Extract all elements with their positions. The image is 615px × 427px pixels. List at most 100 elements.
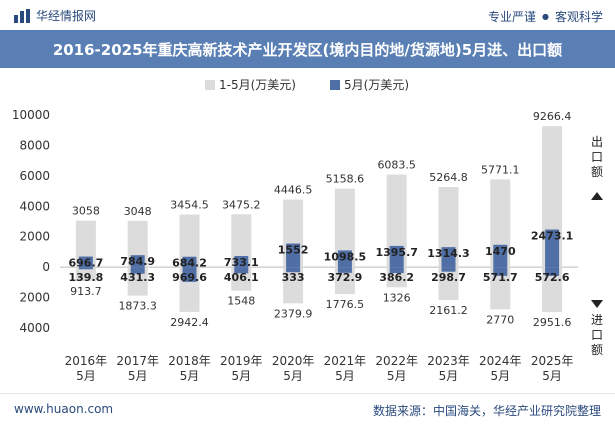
- label-month-export: 1470: [485, 245, 516, 258]
- x-tick-label: 2025年 5月: [531, 354, 574, 383]
- bar-ytd-export: [75, 220, 96, 268]
- footer-website: www.huaon.com: [14, 402, 114, 416]
- label-month-import: 372.9: [328, 271, 363, 284]
- bar-month-import: [234, 267, 249, 274]
- bar-month-export: [545, 229, 560, 268]
- x-tick-label: 2021年 5月: [324, 354, 367, 383]
- bar-month-import: [130, 267, 145, 274]
- label-ytd-export: 3058: [72, 205, 100, 218]
- label-month-import: 431.3: [120, 271, 155, 284]
- bar-month-export: [234, 255, 249, 268]
- label-month-export: 696.7: [69, 257, 104, 270]
- legend-label-ytd: 1-5月(万美元): [219, 78, 296, 92]
- label-month-export: 784.9: [120, 255, 155, 268]
- label-month-export: 684.2: [172, 257, 207, 270]
- label-month-export: 2473.1: [531, 230, 573, 243]
- label-month-import: 406.1: [224, 271, 259, 284]
- tagline-1: 专业严谨: [487, 10, 536, 24]
- bar-ytd-import: [490, 267, 511, 310]
- label-month-export: 1552: [278, 244, 309, 257]
- label-month-import: 571.7: [483, 271, 518, 284]
- legend-label-month: 5月(万美元): [344, 78, 409, 92]
- chart-title: 2016-2025年重庆高新技术产业开发区(境内目的地/货源地)5月进、出口额: [52, 41, 563, 59]
- y-tick-label: 2000: [19, 230, 50, 244]
- label-ytd-import: 1326: [383, 291, 411, 304]
- bar-month-import: [389, 267, 404, 274]
- side-label-export-char: 出: [591, 135, 603, 149]
- x-tick-label: 2024年 5月: [479, 354, 522, 383]
- chart: 1-5月(万美元) 5月(万美元) 10000 8000 6000 4000 2000 0 2…: [12, 78, 603, 383]
- bar-month-export: [441, 247, 456, 268]
- bar-month-import: [286, 267, 301, 273]
- footer-source: 数据来源：中国海关，华经产业研究院整理: [372, 404, 601, 418]
- bar-month-export: [78, 256, 93, 268]
- bar-ytd-import: [334, 267, 355, 295]
- bar-ytd-export: [334, 188, 355, 268]
- x-tick-label: 2017年 5月: [116, 354, 159, 383]
- label-ytd-import: 2379.9: [274, 307, 313, 320]
- label-ytd-export: 6083.5: [377, 159, 416, 172]
- label-month-import: 572.6: [535, 271, 570, 284]
- bar-month-import: [493, 267, 508, 276]
- label-month-import: 333: [282, 271, 305, 284]
- label-ytd-import: 2770: [486, 313, 514, 326]
- bar-ytd-import: [438, 267, 459, 301]
- y-tick-label: 10000: [12, 108, 50, 122]
- label-ytd-export: 3048: [124, 205, 152, 218]
- footer: www.huaon.com 数据来源：中国海关，华经产业研究院整理: [0, 393, 615, 427]
- label-ytd-import: 2942.4: [170, 316, 209, 329]
- label-ytd-export: 3475.2: [222, 198, 261, 211]
- label-ytd-export: 5264.8: [429, 171, 468, 184]
- label-month-import: 298.7: [431, 271, 466, 284]
- bar-month-export: [130, 255, 145, 268]
- legend-swatch-month: [330, 80, 340, 90]
- label-month-export: 1314.3: [427, 247, 469, 260]
- bars: [75, 126, 563, 313]
- triangle-down-icon: [591, 300, 603, 308]
- label-month-export: 1098.5: [324, 250, 366, 263]
- label-ytd-export: 4446.5: [274, 183, 313, 196]
- x-tick-label: 2020年 5月: [272, 354, 315, 383]
- side-label-import-char: 额: [591, 343, 603, 357]
- tagline-2: 客观科学: [554, 10, 603, 24]
- label-ytd-import: 1776.5: [326, 298, 365, 311]
- bar-month-import: [545, 267, 560, 276]
- label-month-export: 733.1: [224, 256, 259, 269]
- label-ytd-export: 5158.6: [326, 173, 365, 186]
- label-ytd-import: 2951.6: [533, 316, 572, 329]
- x-tick-label: 2018年 5月: [168, 354, 211, 383]
- label-ytd-export: 9266.4: [533, 110, 572, 123]
- title-bar: 2016-2025年重庆高新技术产业开发区(境内目的地/货源地)5月进、出口额: [0, 30, 615, 68]
- label-month-import: 386.2: [379, 271, 414, 284]
- bar-month-export: [389, 245, 404, 268]
- side-label-export-char: 口: [591, 150, 603, 164]
- y-tick-label: 2000: [19, 291, 50, 305]
- label-ytd-import: 913.7: [70, 285, 102, 298]
- bar-ytd-import: [127, 267, 148, 296]
- y-tick-label: 6000: [19, 169, 50, 183]
- legend: 1-5月(万美元) 5月(万美元): [205, 78, 409, 92]
- bar-ytd-export: [231, 214, 252, 268]
- bar-month-import: [441, 267, 456, 272]
- y-tick-label: 8000: [19, 138, 50, 152]
- bar-month-import: [78, 267, 93, 270]
- x-tick-label: 2022年 5月: [375, 354, 418, 383]
- side-label-import-char: 进: [591, 313, 603, 327]
- tagline: 专业严谨 ● 客观科学: [488, 8, 603, 25]
- x-tick-label: 2016年 5月: [65, 354, 108, 383]
- legend-swatch-ytd: [205, 80, 215, 90]
- label-ytd-export: 3454.5: [170, 199, 209, 212]
- label-month-import: 969.6: [172, 271, 207, 284]
- bar-month-export: [493, 244, 508, 268]
- dot-separator-icon: ●: [542, 12, 549, 21]
- bar-ytd-import: [75, 267, 96, 282]
- y-tick-label: 4000: [19, 321, 50, 335]
- side-label-import-char: 口: [591, 328, 603, 342]
- label-month-export: 1395.7: [375, 246, 417, 259]
- y-tick-label: 0: [42, 260, 50, 274]
- bar-month-export: [337, 250, 352, 268]
- top-bar: 华经情报网 专业严谨 ● 客观科学: [0, 0, 615, 30]
- bar-ytd-export: [179, 214, 200, 268]
